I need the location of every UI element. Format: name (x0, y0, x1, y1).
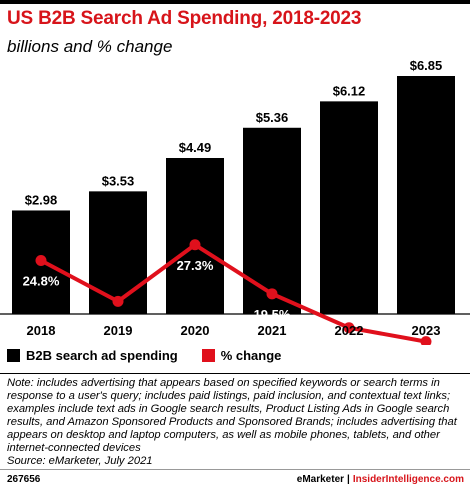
percent-label-2019: 18.3% (100, 314, 137, 329)
chart-area: $2.98 $3.53 $4.49 $5.36 $6.12 $6.85 24.8% 18.3… (0, 58, 470, 345)
footer-rule (0, 469, 470, 470)
legend: B2B search ad spending % change (7, 346, 305, 364)
x-tick-2023: 2023 (412, 323, 441, 338)
brand-insider-intelligence: InsiderIntelligence.com (352, 474, 464, 485)
legend-label-line: % change (220, 347, 282, 363)
percent-change-line (40, 242, 427, 344)
bar-label-2019: $3.53 (102, 173, 135, 188)
bar-label-2021: $5.36 (256, 110, 289, 125)
bar-label-2022: $6.12 (333, 83, 366, 98)
legend-item-bar: B2B search ad spending (7, 348, 178, 363)
bar-2019 (89, 191, 147, 314)
brand-emarketer: eMarketer (296, 474, 345, 485)
percent-marker-2020 (189, 239, 201, 251)
x-tick-2021: 2021 (258, 323, 287, 338)
bar-2022 (320, 101, 378, 315)
top-rule (0, 0, 470, 4)
x-tick-2018: 2018 (27, 323, 56, 338)
percent-marker-2023 (420, 336, 432, 345)
percent-change-labels: 24.8%18.3%27.3%19.5%14.1%11.9% (23, 258, 368, 345)
percent-marker-2018 (35, 255, 47, 267)
percent-marker-2021 (266, 288, 278, 300)
bar-2020 (166, 157, 224, 314)
percent-label-2018: 24.8% (23, 274, 60, 289)
bar-label-2020: $4.49 (179, 140, 212, 155)
legend-swatch-bar (7, 348, 20, 362)
percent-label-2020: 27.3% (177, 258, 214, 273)
chart-subtitle: billions and % change (7, 37, 173, 56)
x-tick-2020: 2020 (181, 323, 210, 338)
chart-id: 267656 (7, 474, 41, 485)
source-text: Source: eMarketer, July 2021 (7, 455, 153, 467)
legend-item-line: % change (201, 347, 282, 363)
bar-label-2018: $2.98 (25, 192, 58, 207)
separator-rule (0, 373, 470, 374)
percent-label-2022: 14.1% (331, 341, 368, 345)
note-block: Note: includes advertising that appears … (7, 377, 465, 468)
x-tick-2022: 2022 (335, 323, 364, 338)
bar-value-labels: $2.98 $3.53 $4.49 $5.36 $6.12 $6.85 (25, 58, 443, 207)
legend-label-bar: B2B search ad spending (26, 347, 178, 363)
percent-change-markers (35, 239, 432, 345)
percent-label-2021: 19.5% (254, 307, 291, 322)
brand-divider: | (347, 474, 350, 485)
percent-marker-2019 (112, 295, 124, 307)
legend-swatch-line (201, 348, 215, 362)
footer-brand: eMarketer | InsiderIntelligence.com (297, 474, 464, 485)
bar-2023 (397, 76, 455, 314)
bar-2021 (243, 127, 301, 314)
bar-label-2023: $6.85 (410, 58, 443, 73)
percent-marker-2022 (343, 322, 355, 334)
x-tick-2019: 2019 (104, 323, 133, 338)
note-text: Note: includes advertising that appears … (7, 377, 457, 454)
chart-title: US B2B Search Ad Spending, 2018-2023 (7, 8, 362, 29)
x-axis-tick-labels: 2018 2019 2020 2021 2022 2023 (27, 323, 441, 338)
